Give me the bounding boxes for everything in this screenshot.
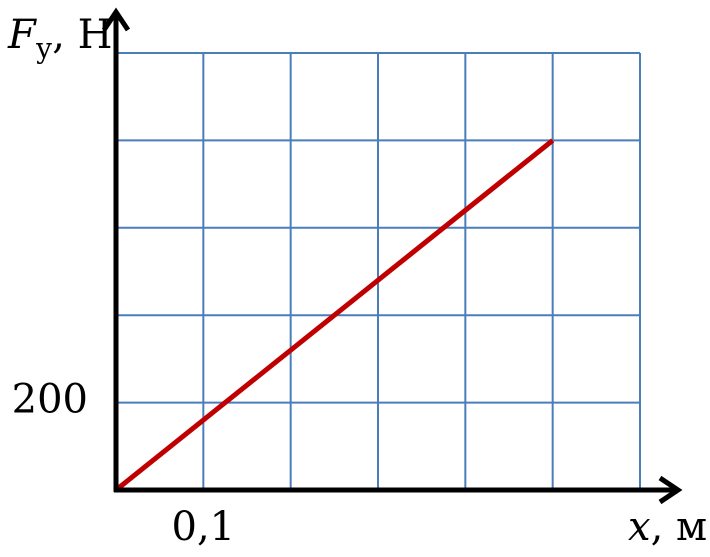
y-tick-label: 200 <box>12 377 88 423</box>
x-tick-label: 0,1 <box>172 504 236 550</box>
plot <box>114 138 555 492</box>
y-label-unit: , Н <box>52 12 112 58</box>
x-label-symbol: x <box>628 504 651 550</box>
x-axis-label: x, м <box>628 504 707 550</box>
x-axis-arrow <box>658 475 683 505</box>
y-axis-arrow <box>101 7 131 32</box>
y-axis-label: Fу, Н <box>7 12 113 65</box>
x-label-unit: , м <box>651 504 708 550</box>
data-line <box>114 138 555 492</box>
y-label-symbol: F <box>7 12 37 58</box>
y-label-sub: у <box>36 32 53 65</box>
